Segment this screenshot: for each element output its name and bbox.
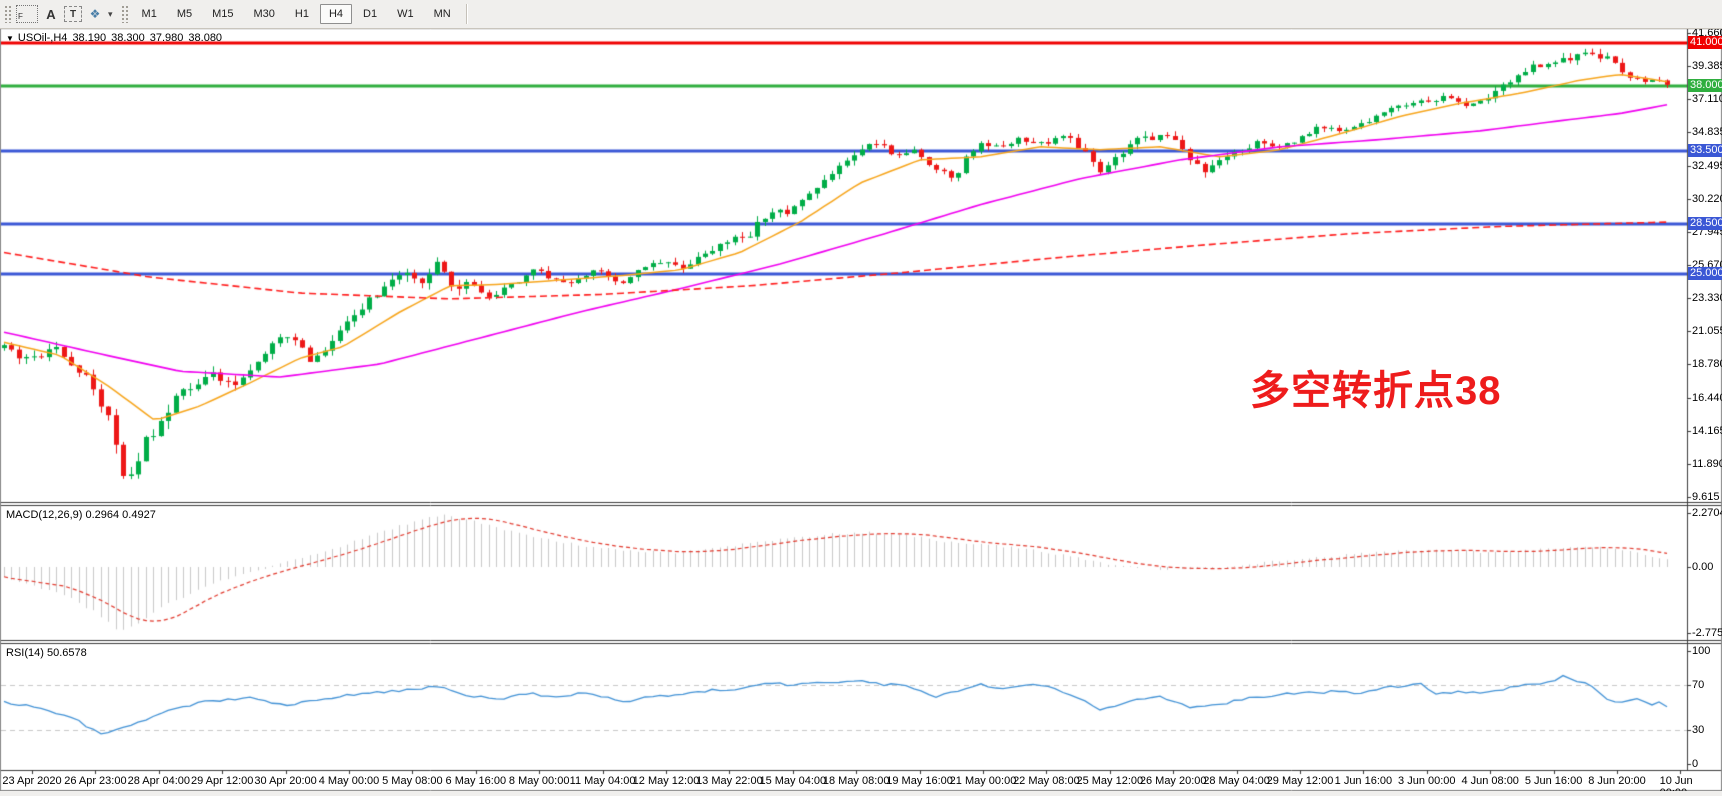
text-box-t-icon[interactable]: T [64, 6, 82, 22]
time-axis-label: 28 Apr 04:00 [127, 775, 190, 787]
price-tick-label: 34.835 [1692, 125, 1722, 138]
time-axis-label: 6 May 16:00 [445, 775, 507, 787]
rsi-tick-label: 70 [1692, 678, 1705, 691]
rsi-tick-label: 0 [1692, 758, 1699, 770]
timeframe-button-h4[interactable]: H4 [319, 4, 353, 24]
symbol-label: USOil-,H4 [17, 32, 68, 44]
price-badge: 33.500 [1688, 144, 1722, 158]
time-axis-label: 29 May 12:00 [1266, 775, 1334, 787]
time-axis-label: 15 May 04:00 [759, 775, 827, 787]
chevron-down-icon[interactable]: ▾ [108, 8, 113, 19]
rsi-indicator-label: RSI(14) 50.6578 [6, 647, 87, 659]
time-axis-label: 30 Apr 20:00 [254, 775, 317, 787]
price-tick-label: 11.890 [1692, 458, 1722, 471]
timeframe-button-m30[interactable]: M30 [253, 8, 275, 20]
timeframe-button-h1[interactable]: H1 [294, 8, 309, 20]
quote-high: 38.300 [111, 32, 145, 44]
price-tick-label: 21.055 [1692, 325, 1722, 338]
time-axis-label: 13 May 22:00 [696, 775, 763, 787]
price-badge: 38.000 [1688, 78, 1722, 92]
time-axis-label: 5 May 08:00 [382, 775, 443, 787]
price-tick-label: 9.615 [1692, 491, 1720, 503]
timeframes-group: M1 M5 M15 M30 H1 H4 D1 W1 MN [132, 4, 461, 24]
timeframe-button-m1[interactable]: M1 [141, 8, 157, 20]
macd-tick-label: 0.00 [1692, 561, 1714, 573]
rsi-tick-label: 100 [1692, 645, 1711, 657]
time-axis-label: 4 May 00:00 [318, 775, 380, 787]
timeframes-grip[interactable] [120, 5, 128, 23]
price-tick-label: 39.385 [1692, 59, 1722, 72]
timeframe-button-mn[interactable]: MN [433, 8, 451, 20]
time-axis-label: 26 May 20:00 [1139, 775, 1207, 787]
time-axis-label: 28 May 04:00 [1203, 775, 1270, 787]
time-axis-label: 23 Apr 2020 [2, 775, 62, 787]
toolbar-grip[interactable] [4, 5, 11, 23]
time-axis-label: 18 May 08:00 [822, 775, 890, 787]
tools-group: F A T ❖ [15, 4, 107, 24]
timeframe-button-w1[interactable]: W1 [397, 8, 414, 20]
quote-low: 37.980 [149, 32, 184, 44]
macd-indicator-label: MACD(12,26,9) 0.2964 0.4927 [6, 509, 156, 521]
quote-close: 38.080 [188, 32, 223, 44]
timeframe-button-m15[interactable]: M15 [212, 8, 234, 20]
time-axis-label: 21 May 00:00 [949, 775, 1017, 787]
price-tick-label: 37.110 [1692, 92, 1722, 105]
chart-menu-arrow-icon[interactable]: ▼ [6, 34, 14, 43]
time-axis-label: 22 May 08:00 [1013, 775, 1080, 787]
time-axis-label: 3 Jun 00:00 [1398, 775, 1456, 787]
time-axis-label: 11 May 04:00 [569, 775, 636, 787]
time-axis-label: 8 Jun 20:00 [1588, 775, 1646, 787]
macd-tick-label: 2.2704 [1692, 507, 1722, 519]
time-axis-label: 12 May 12:00 [632, 775, 700, 787]
price-tick-label: 18.780 [1692, 358, 1722, 371]
window-bottom-edge [0, 791, 1722, 796]
chart-annotation-text: 多空转折点38 [1250, 369, 1502, 413]
time-axis-label: 29 Apr 12:00 [190, 775, 254, 787]
toolbar: F A T ❖ ▾ M1 M5 M15 M30 H1 H4 D1 W1 MN [0, 0, 1722, 29]
price-tick-label: 30.220 [1692, 192, 1722, 205]
symbol-quote-line: ▼ USOil-,H4 38.190 38.300 37.980 38.080 [6, 32, 227, 44]
timeframe-button-m5[interactable]: M5 [176, 8, 193, 20]
price-tick-label: 16.440 [1692, 392, 1722, 405]
time-axis-label: 4 Jun 08:00 [1461, 775, 1519, 787]
price-badge: 28.500 [1688, 216, 1722, 230]
time-axis-label: 19 May 16:00 [886, 775, 953, 787]
rsi-tick-label: 30 [1692, 724, 1705, 737]
price-tick-label: 14.165 [1692, 425, 1722, 438]
timeframe-button-d1[interactable]: D1 [363, 8, 378, 20]
dashed-frame-f-icon[interactable]: F [16, 5, 38, 23]
macd-tick-label: -2.7759 [1692, 627, 1722, 639]
toolbar-separator [465, 4, 467, 24]
shapes-icon[interactable]: ❖ [89, 7, 101, 21]
price-tick-label: 23.330 [1692, 292, 1722, 305]
time-axis-label: 8 May 00:00 [508, 775, 570, 787]
time-axis-label: 1 Jun 16:00 [1334, 775, 1393, 787]
text-a-icon[interactable]: A [46, 6, 56, 22]
price-tick-label: 32.495 [1692, 159, 1722, 172]
price-badge: 41.000 [1688, 35, 1722, 49]
time-axis-label: 25 May 12:00 [1076, 775, 1144, 787]
time-axis-label: 5 Jun 16:00 [1524, 775, 1583, 787]
price-badge: 25.000 [1688, 267, 1722, 281]
quote-open: 38.190 [72, 32, 107, 44]
time-axis-label: 26 Apr 23:00 [64, 775, 127, 787]
